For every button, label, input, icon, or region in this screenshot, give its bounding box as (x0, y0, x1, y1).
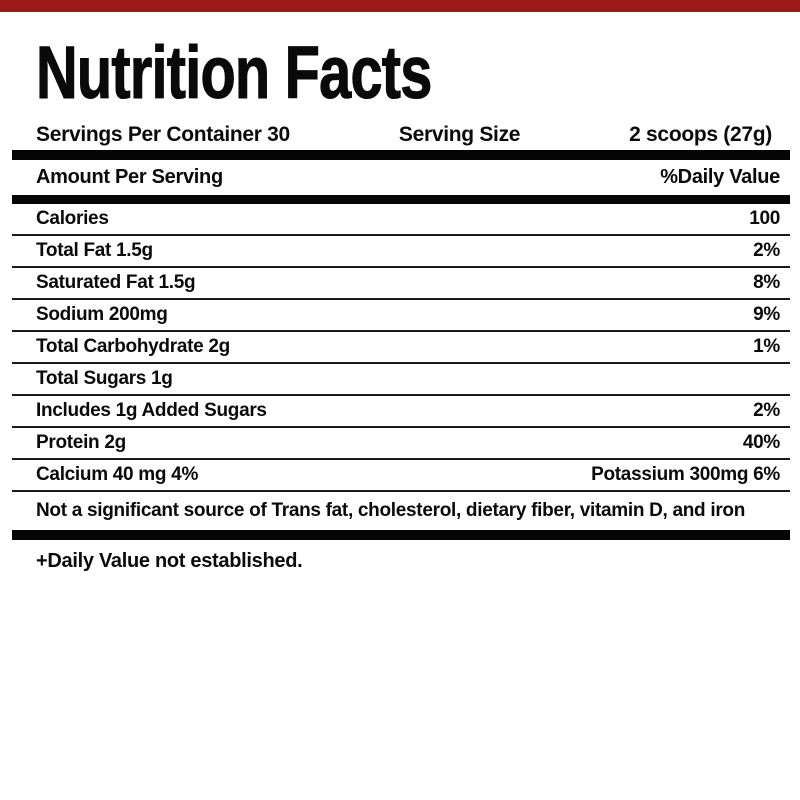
table-row-total-carbohydrate: Total Carbohydrate 2g 1% (12, 332, 790, 364)
amount-per-serving-label: Amount Per Serving (36, 166, 223, 188)
row-label: Sodium 200mg (36, 304, 168, 325)
row-label: Calories (36, 208, 109, 229)
row-value: 40% (742, 432, 780, 453)
table-row-sodium: Sodium 200mg 9% (12, 300, 790, 332)
table-row-total-fat: Total Fat 1.5g 2% (12, 236, 790, 268)
row-label: Total Fat 1.5g (36, 240, 153, 261)
row-label: Total Carbohydrate 2g (36, 336, 230, 357)
insignificant-sources-text: Not a significant source of Trans fat, c… (36, 500, 746, 521)
separator-bar-header (12, 195, 790, 204)
row-value: 8% (753, 272, 780, 293)
row-label: Saturated Fat 1.5g (36, 272, 196, 293)
table-row-total-sugars: Total Sugars 1g (12, 364, 790, 396)
table-row-added-sugars: Includes 1g Added Sugars 2% (12, 396, 790, 428)
row-label: Protein 2g (36, 432, 126, 453)
row-label: Includes 1g Added Sugars (36, 400, 267, 421)
page-title-text: Nutrition Facts (36, 31, 433, 114)
table-header-row: Amount Per Serving %Daily Value (12, 160, 790, 195)
row-value: 2% (753, 400, 780, 421)
insignificant-sources-note: Not a significant source of Trans fat, c… (12, 492, 790, 530)
nutrition-table: Amount Per Serving %Daily Value Calories… (12, 150, 790, 540)
serving-size-label: Serving Size (398, 123, 521, 146)
top-accent-bar (0, 0, 800, 12)
row-value: 100 (749, 208, 780, 229)
row-label: Total Sugars 1g (36, 368, 173, 389)
table-row-calcium-potassium: Calcium 40 mg 4% Potassium 300mg 6% (12, 460, 790, 492)
serving-info-row: Servings Per Container 30 Serving Size 2… (36, 122, 772, 148)
serving-size-value: 2 scoops (27g) (629, 123, 772, 146)
row-value: 9% (753, 304, 780, 325)
separator-bar-top (12, 150, 790, 160)
row-value: 1% (753, 336, 780, 357)
table-row-saturated-fat: Saturated Fat 1.5g 8% (12, 268, 790, 300)
table-row-calories: Calories 100 (12, 204, 790, 236)
table-row-protein: Protein 2g 40% (12, 428, 790, 460)
row-value: 2% (753, 240, 780, 261)
separator-bar-bottom (12, 530, 790, 540)
page-title: Nutrition Facts (36, 31, 800, 114)
daily-value-label: %Daily Value (660, 166, 780, 188)
daily-value-footnote: +Daily Value not established. (36, 550, 303, 572)
row-label: Calcium 40 mg 4% (36, 464, 199, 485)
row-value: Potassium 300mg 6% (591, 464, 780, 485)
servings-per-container: Servings Per Container 30 (36, 123, 290, 146)
